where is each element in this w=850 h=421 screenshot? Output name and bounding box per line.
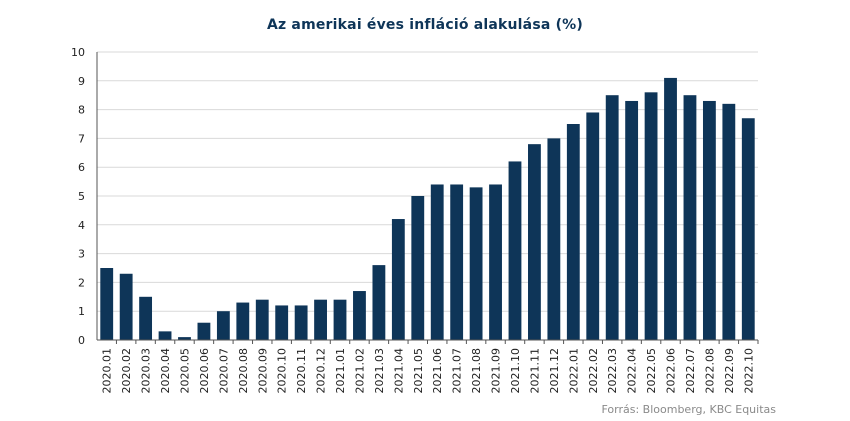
x-tick-label: 2020.11 — [295, 348, 308, 394]
bar-2020-01 — [100, 268, 114, 340]
x-tick-label: 2021.08 — [470, 348, 483, 394]
x-tick-label: 2020.12 — [315, 348, 328, 394]
bar-2021-02 — [353, 291, 366, 340]
x-tick-label: 2021.07 — [451, 348, 464, 394]
bar-2021-04 — [391, 219, 405, 340]
bar-2020-04 — [158, 331, 172, 340]
bar-2022-03 — [605, 95, 619, 340]
bar-2020-09 — [255, 299, 269, 340]
x-tick-label: 2022.06 — [665, 348, 678, 394]
bar-2021-05 — [411, 196, 425, 340]
x-tick-label: 2020.08 — [237, 348, 250, 394]
x-tick-label: 2022.10 — [742, 348, 755, 394]
bar-2021-12 — [547, 138, 561, 340]
x-tick-label: 2021.02 — [353, 348, 366, 394]
bar-2021-08 — [469, 187, 483, 340]
x-tick-label: 2020.05 — [178, 348, 191, 394]
bar-2022-09 — [722, 103, 736, 340]
y-tick-label: 8 — [78, 104, 85, 117]
bar-2021-07 — [450, 184, 464, 340]
x-tick-label: 2020.06 — [198, 348, 211, 394]
x-tick-label: 2020.03 — [140, 348, 153, 394]
x-tick-label: 2021.01 — [334, 348, 347, 394]
bars — [100, 77, 755, 341]
chart-title: Az amerikai éves infláció alakulása (%) — [266, 17, 584, 33]
x-tick-label: 2021.10 — [509, 348, 522, 394]
bar-2022-02 — [586, 112, 600, 340]
x-tick-label: 2021.05 — [412, 348, 425, 394]
y-tick-label: 1 — [78, 305, 85, 318]
y-axis: 0 1 2 3 4 5 6 7 8 9 10 — [71, 46, 98, 347]
x-axis: 2020.01 2020.02 2020.03 2020.04 2020.05 2020.… — [97, 339, 759, 394]
x-tick-label: 2020.09 — [256, 348, 269, 394]
bar-2022-10 — [741, 118, 755, 341]
x-tick-label: 2020.04 — [159, 348, 172, 394]
bar-2020-07 — [216, 311, 230, 340]
x-tick-label: 2022.02 — [587, 348, 600, 394]
y-tick-label: 10 — [71, 46, 85, 59]
x-tick-label: 2021.04 — [392, 348, 405, 394]
bar-2020-02 — [119, 273, 133, 340]
x-tick-label: 2020.07 — [217, 348, 230, 394]
bar-2020-03 — [139, 296, 153, 340]
x-tick-label: 2022.05 — [645, 348, 658, 394]
x-tick-label: 2022.03 — [606, 348, 619, 394]
x-tick-label: 2021.06 — [431, 348, 444, 394]
bar-2021-10 — [508, 161, 522, 340]
y-tick-label: 9 — [78, 75, 85, 88]
x-tick-label: 2020.10 — [276, 348, 289, 394]
x-tick-label: 2022.04 — [626, 348, 639, 394]
bar-2021-01 — [333, 299, 347, 340]
x-tick-label: 2022.01 — [567, 348, 580, 394]
x-tick-label: 2021.12 — [548, 348, 561, 394]
bar-2022-04 — [625, 100, 639, 341]
y-tick-label: 6 — [78, 161, 85, 174]
bar-2022-08 — [702, 100, 716, 341]
x-tick-label: 2021.03 — [373, 348, 386, 394]
x-tick-label: 2022.08 — [703, 348, 716, 394]
bar-2022-06 — [664, 77, 677, 341]
x-tick-label: 2022.09 — [723, 348, 736, 394]
bar-2022-05 — [644, 92, 658, 340]
x-tick-label: 2020.01 — [101, 348, 114, 394]
gridlines — [97, 51, 758, 312]
x-tick-label: 2020.02 — [120, 348, 133, 394]
bar-2021-03 — [372, 265, 386, 340]
y-tick-label: 2 — [78, 276, 85, 289]
x-tick-label: 2022.07 — [684, 348, 697, 394]
bar-2020-08 — [236, 302, 250, 340]
y-tick-label: 3 — [78, 248, 85, 261]
bar-2021-09 — [489, 184, 502, 340]
bar-2020-06 — [197, 322, 211, 340]
bar-2020-10 — [275, 305, 289, 340]
bar-2022-07 — [683, 95, 697, 340]
x-tick-label: 2021.09 — [490, 348, 503, 394]
bar-2021-06 — [430, 184, 444, 340]
y-tick-label: 4 — [78, 219, 85, 232]
y-tick-label: 7 — [78, 132, 85, 145]
bar-2020-12 — [314, 299, 327, 340]
y-tick-label: 5 — [78, 190, 85, 203]
bar-2022-01 — [566, 124, 580, 340]
bar-2020-05 — [178, 337, 191, 340]
bar-2020-11 — [294, 305, 308, 340]
y-tick-label: 0 — [78, 334, 85, 347]
x-tick-label: 2021.11 — [528, 348, 541, 394]
bar-2021-11 — [528, 144, 541, 340]
source-note: Forrás: Bloomberg, KBC Equitas — [601, 403, 776, 416]
